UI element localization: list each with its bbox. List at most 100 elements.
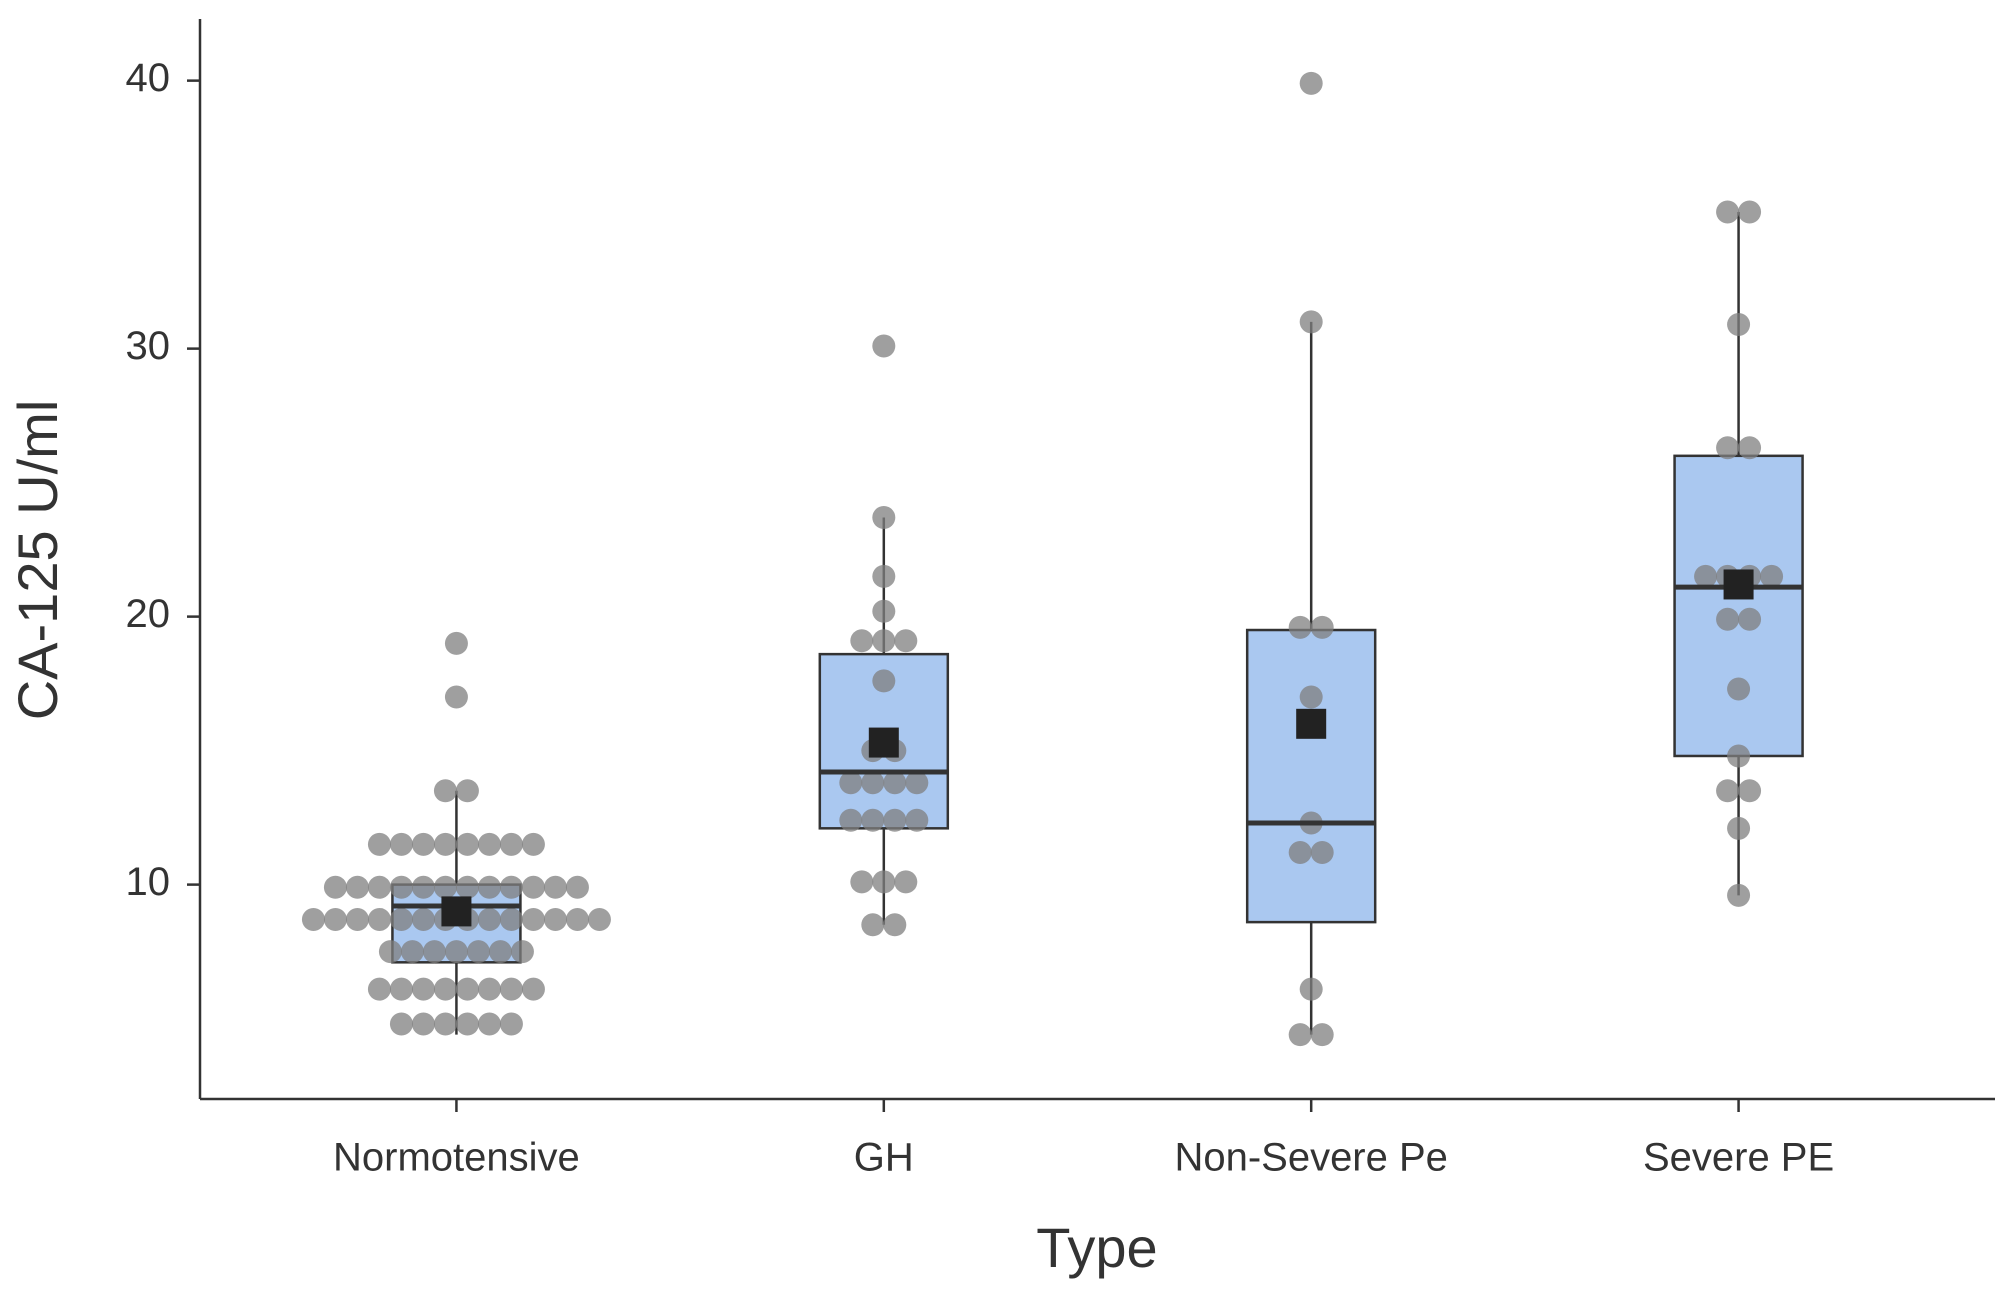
data-point xyxy=(872,669,896,693)
data-point xyxy=(1727,883,1751,907)
data-point xyxy=(367,907,391,931)
data-point xyxy=(1738,436,1762,460)
data-point xyxy=(389,832,413,856)
data-point xyxy=(1738,200,1762,224)
data-point xyxy=(872,505,896,529)
data-point xyxy=(1760,564,1784,588)
data-point xyxy=(1716,779,1740,803)
data-point xyxy=(323,907,347,931)
data-point xyxy=(543,907,567,931)
data-point xyxy=(411,1012,435,1036)
x-tick-label: GH xyxy=(854,1136,914,1180)
data-point xyxy=(411,907,435,931)
data-point xyxy=(433,977,457,1001)
data-point xyxy=(367,832,391,856)
data-point xyxy=(861,808,885,832)
data-point xyxy=(565,907,589,931)
data-point xyxy=(400,940,424,964)
data-point xyxy=(1299,310,1323,334)
data-point xyxy=(455,875,479,899)
data-point xyxy=(565,875,589,899)
data-point xyxy=(499,832,523,856)
box xyxy=(1245,628,1377,924)
data-point xyxy=(323,875,347,899)
data-point xyxy=(466,940,490,964)
data-point xyxy=(499,875,523,899)
data-point xyxy=(905,808,929,832)
data-point xyxy=(477,875,501,899)
data-point xyxy=(455,977,479,1001)
mean xyxy=(441,896,472,927)
data-point xyxy=(1299,71,1323,95)
data-point xyxy=(444,940,468,964)
data-point xyxy=(444,631,468,655)
data-point xyxy=(433,875,457,899)
data-point xyxy=(850,629,874,653)
data-point xyxy=(477,1012,501,1036)
data-point xyxy=(345,875,369,899)
data-point xyxy=(455,832,479,856)
data-point xyxy=(1716,200,1740,224)
data-point xyxy=(883,808,907,832)
data-point xyxy=(1727,677,1751,701)
data-point xyxy=(345,907,369,931)
data-point xyxy=(444,685,468,709)
data-point xyxy=(861,771,885,795)
data-point xyxy=(422,940,446,964)
data-point xyxy=(861,913,885,937)
data-point xyxy=(872,334,896,358)
data-point xyxy=(872,564,896,588)
data-point xyxy=(839,771,863,795)
data-point xyxy=(411,832,435,856)
data-point xyxy=(1310,840,1334,864)
data-point xyxy=(389,1012,413,1036)
data-point xyxy=(1727,744,1751,768)
data-point xyxy=(1738,779,1762,803)
data-point xyxy=(510,940,534,964)
data-point xyxy=(455,1012,479,1036)
data-point xyxy=(499,977,523,1001)
data-point xyxy=(1727,313,1751,337)
data-point xyxy=(587,907,611,931)
data-point xyxy=(839,808,863,832)
data-point xyxy=(872,870,896,894)
mean xyxy=(1723,569,1754,600)
data-point xyxy=(543,875,567,899)
data-point xyxy=(1288,840,1312,864)
data-point xyxy=(521,832,545,856)
data-point xyxy=(1288,1023,1312,1047)
data-point xyxy=(1299,977,1323,1001)
data-point xyxy=(477,977,501,1001)
y-axis-title: CA-125 U/ml xyxy=(6,400,69,721)
data-point xyxy=(433,1012,457,1036)
data-point xyxy=(433,779,457,803)
data-point xyxy=(389,875,413,899)
data-point xyxy=(499,907,523,931)
data-point xyxy=(1299,685,1323,709)
data-point xyxy=(389,977,413,1001)
data-point xyxy=(1310,1023,1334,1047)
x-axis-title: Type xyxy=(1036,1216,1157,1279)
data-point xyxy=(1716,607,1740,631)
data-point xyxy=(894,629,918,653)
y-tick-label: 20 xyxy=(126,592,171,636)
mean xyxy=(868,727,899,758)
y-tick-label: 10 xyxy=(126,860,171,904)
data-point xyxy=(872,599,896,623)
data-point xyxy=(872,629,896,653)
data-point xyxy=(301,907,325,931)
data-point xyxy=(1310,615,1334,639)
data-point xyxy=(521,907,545,931)
data-point xyxy=(477,907,501,931)
data-point xyxy=(894,870,918,894)
data-point xyxy=(367,977,391,1001)
data-point xyxy=(521,875,545,899)
data-point xyxy=(411,977,435,1001)
data-point xyxy=(477,832,501,856)
data-point xyxy=(378,940,402,964)
data-point xyxy=(499,1012,523,1036)
data-point xyxy=(521,977,545,1001)
data-point xyxy=(433,832,457,856)
data-point xyxy=(850,870,874,894)
